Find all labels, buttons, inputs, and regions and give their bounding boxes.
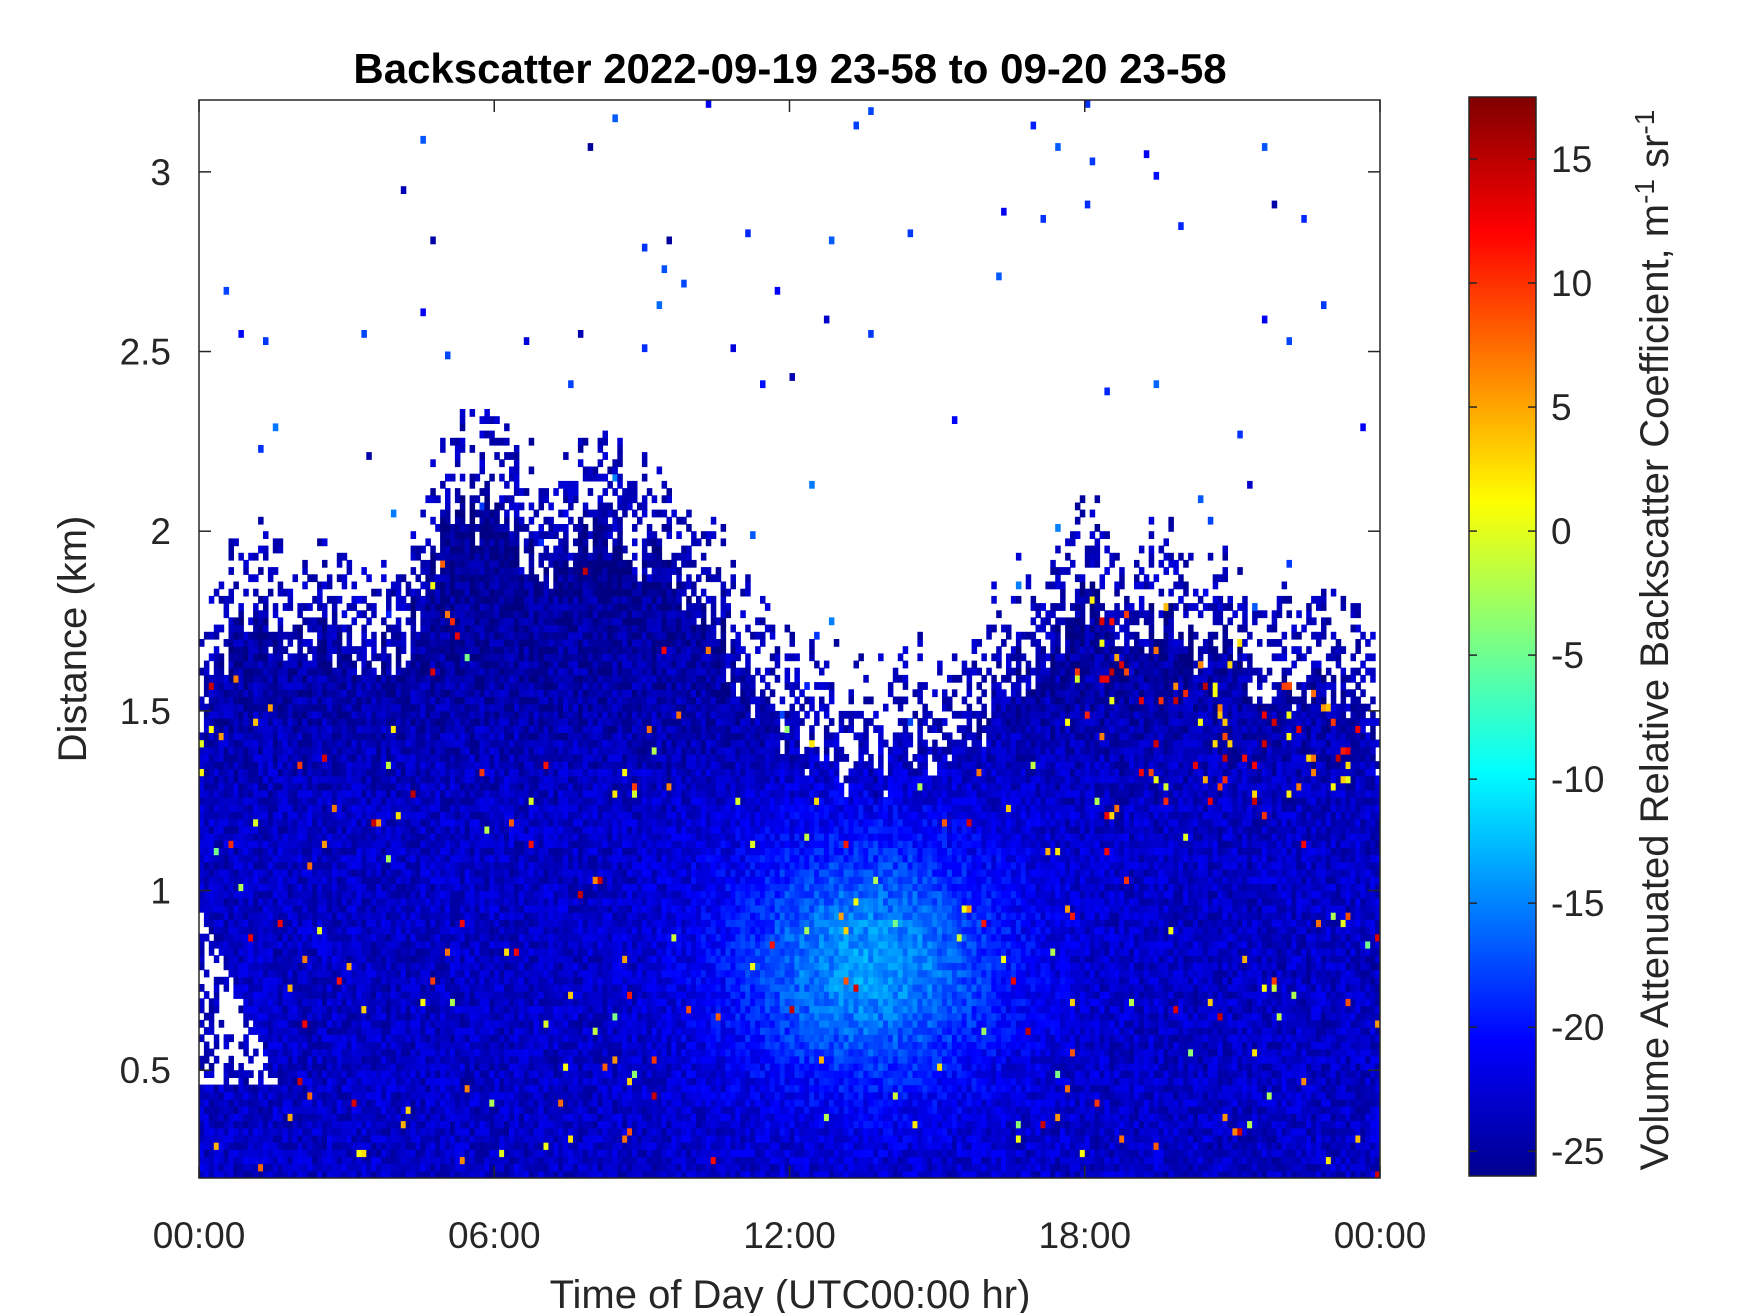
x-tick-label: 12:00: [743, 1215, 836, 1256]
colorbar-tick-label: -10: [1551, 759, 1604, 800]
colorbar-tick-label: 15: [1551, 139, 1592, 180]
colorbar-tick-label: -25: [1551, 1131, 1604, 1172]
x-tick-label: 00:00: [153, 1215, 246, 1256]
colorbar-tick-label: -5: [1551, 635, 1584, 676]
y-tick-label: 0.5: [120, 1050, 171, 1091]
colorbar-label: Volume Attenuated Relative Backscatter C…: [1629, 110, 1677, 1171]
y-tick-label: 3: [150, 152, 171, 193]
heatmap: [199, 100, 1380, 1178]
chart-title: Backscatter 2022-09-19 23-58 to 09-20 23…: [353, 45, 1226, 92]
y-tick-label: 1: [150, 871, 171, 912]
y-axis: 0.5 1 1.5 2 2.5 3: [120, 152, 1380, 1091]
colorbar-tick-label: 5: [1551, 387, 1572, 428]
x-tick-label: 00:00: [1334, 1215, 1427, 1256]
colorbar-tick-label: -15: [1551, 883, 1604, 924]
colorbar-tick-label: 0: [1551, 511, 1572, 552]
y-tick-label: 2: [150, 511, 171, 552]
colorbar-ticks: -25 -20 -15 -10 -5 0 5 10 15: [1469, 139, 1604, 1172]
x-tick-label: 18:00: [1038, 1215, 1131, 1256]
y-axis-label: Distance (km): [51, 516, 95, 763]
colorbar-tick-label: -20: [1551, 1007, 1604, 1048]
colorbar-tick-label: 10: [1551, 263, 1592, 304]
x-axis: 00:00 06:00 12:00 18:00 00:00: [153, 100, 1427, 1256]
colorbar: [1468, 96, 1537, 1177]
y-tick-label: 1.5: [120, 691, 171, 732]
x-axis-label: Time of Day (UTC00:00 hr): [550, 1273, 1031, 1313]
x-tick-label: 06:00: [448, 1215, 541, 1256]
y-tick-label: 2.5: [120, 332, 171, 373]
